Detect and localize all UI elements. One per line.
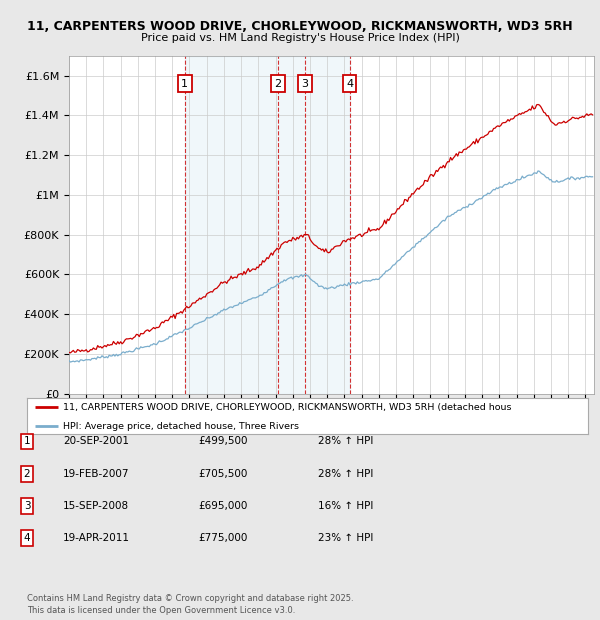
Text: 28% ↑ HPI: 28% ↑ HPI [318,469,373,479]
Text: £775,000: £775,000 [198,533,247,543]
Text: 19-APR-2011: 19-APR-2011 [63,533,130,543]
Text: 15-SEP-2008: 15-SEP-2008 [63,501,129,511]
Text: 16% ↑ HPI: 16% ↑ HPI [318,501,373,511]
Text: HPI: Average price, detached house, Three Rivers: HPI: Average price, detached house, Thre… [64,422,299,430]
Text: £705,500: £705,500 [198,469,247,479]
Bar [185,56,350,394]
Text: 11, CARPENTERS WOOD DRIVE, CHORLEYWOOD, RICKMANSWORTH, WD3 5RH (detached hous: 11, CARPENTERS WOOD DRIVE, CHORLEYWOOD, … [64,402,512,412]
Text: 11, CARPENTERS WOOD DRIVE, CHORLEYWOOD, RICKMANSWORTH, WD3 5RH: 11, CARPENTERS WOOD DRIVE, CHORLEYWOOD, … [27,20,573,32]
Text: £695,000: £695,000 [198,501,247,511]
Text: Price paid vs. HM Land Registry's House Price Index (HPI): Price paid vs. HM Land Registry's House … [140,33,460,43]
Text: 4: 4 [23,533,31,543]
Text: 20-SEP-2001: 20-SEP-2001 [63,436,129,446]
Text: 1: 1 [23,436,31,446]
Text: £499,500: £499,500 [198,436,248,446]
Text: 1: 1 [181,79,188,89]
Text: 2: 2 [23,469,31,479]
Text: 2: 2 [274,79,281,89]
Text: 28% ↑ HPI: 28% ↑ HPI [318,436,373,446]
Text: 19-FEB-2007: 19-FEB-2007 [63,469,130,479]
Text: 3: 3 [301,79,308,89]
Text: Contains HM Land Registry data © Crown copyright and database right 2025.
This d: Contains HM Land Registry data © Crown c… [27,594,353,615]
Text: 3: 3 [23,501,31,511]
Text: 23% ↑ HPI: 23% ↑ HPI [318,533,373,543]
Text: 4: 4 [346,79,353,89]
